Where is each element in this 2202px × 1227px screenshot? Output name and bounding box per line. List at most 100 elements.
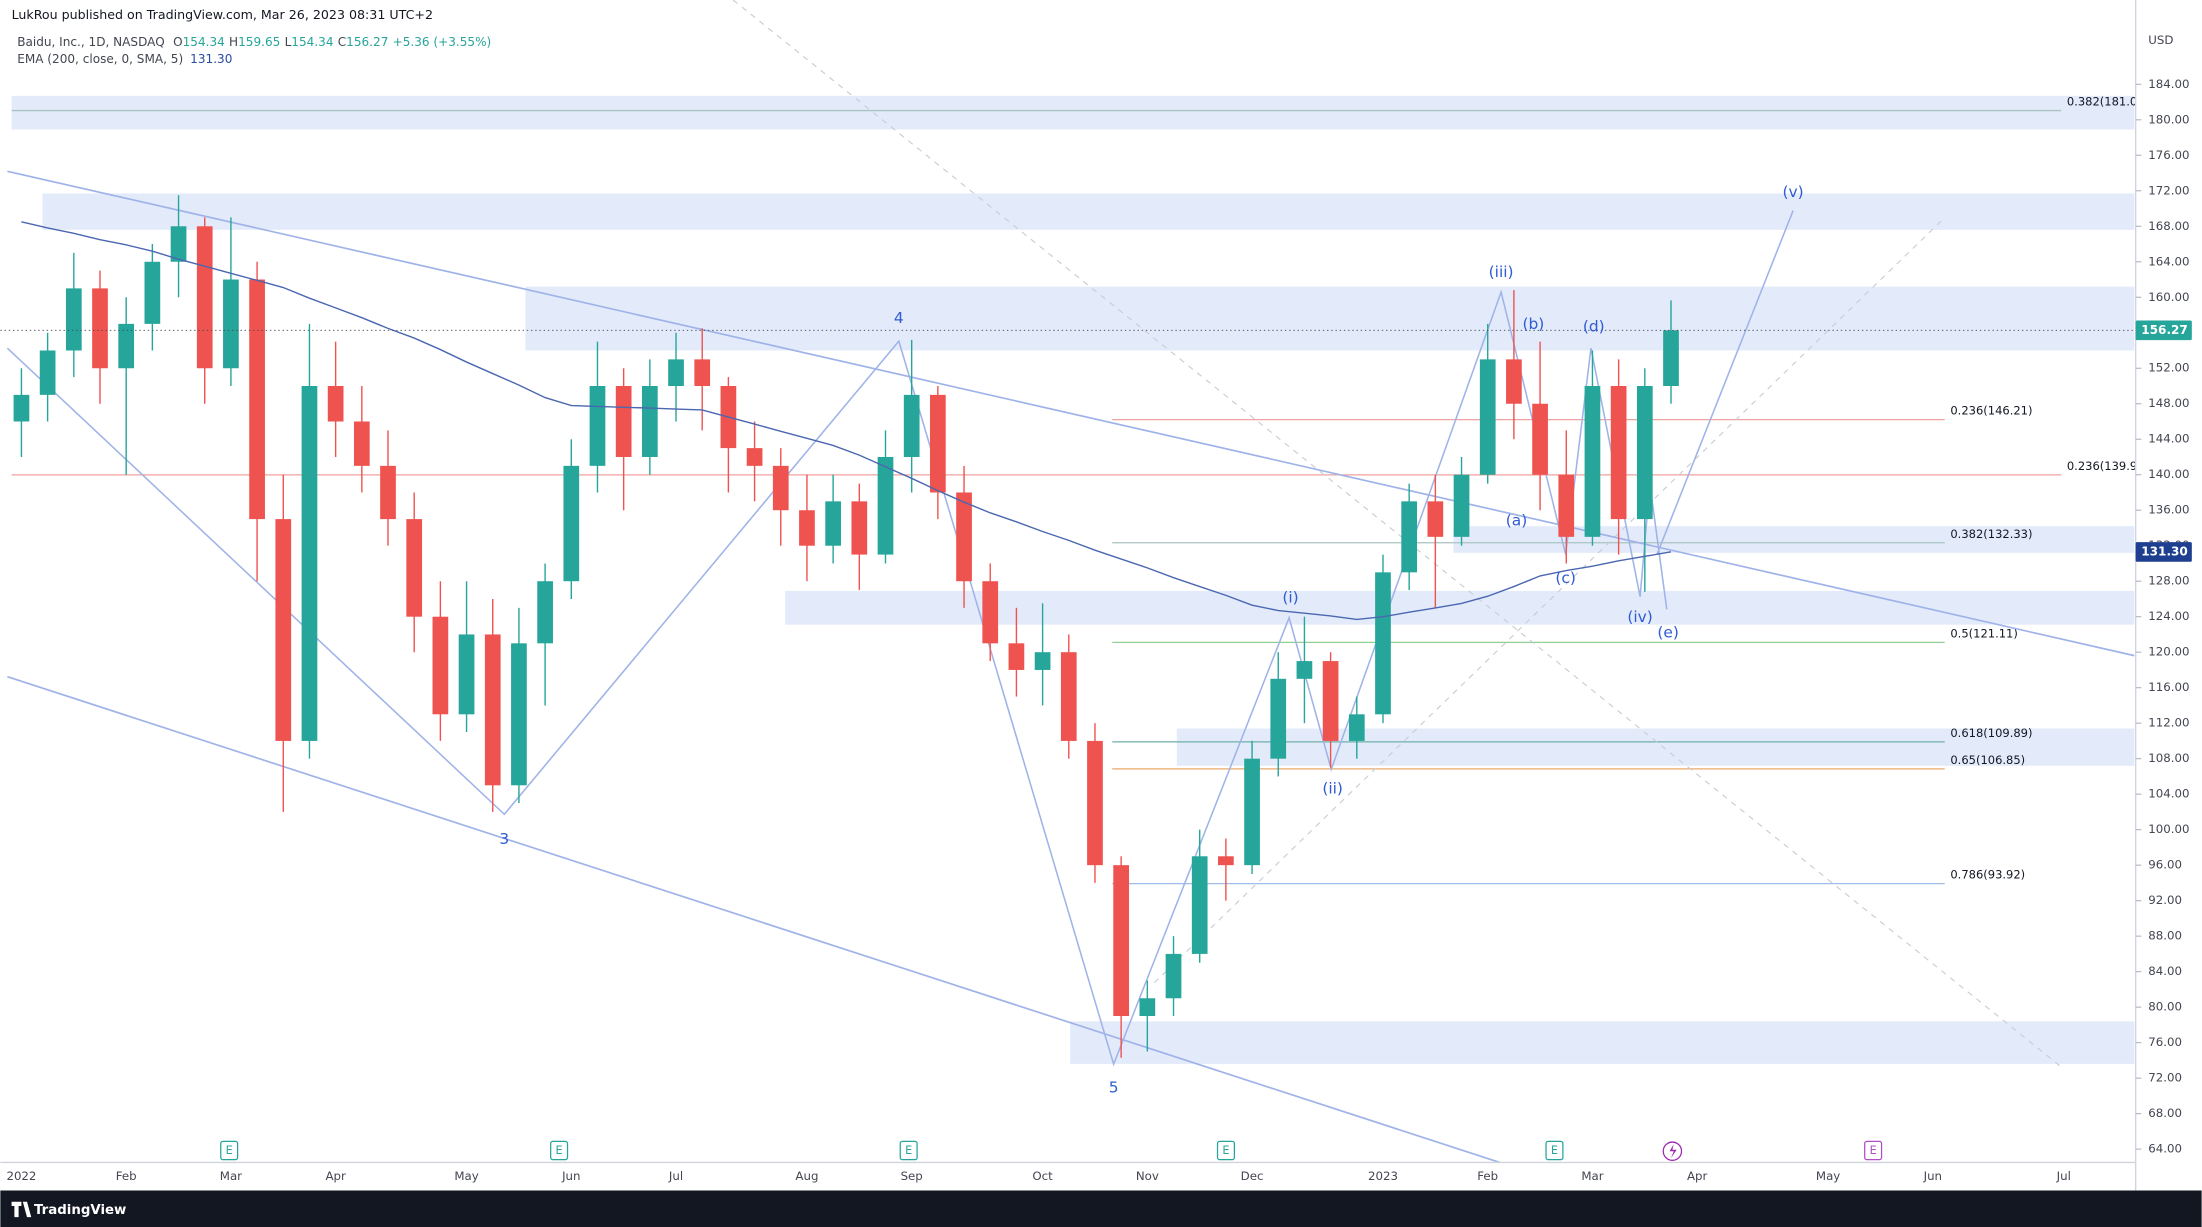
candle-body <box>1322 661 1339 741</box>
candle-body <box>353 421 370 466</box>
earnings-icon <box>899 1140 918 1161</box>
legend-ohlc: Baidu, Inc., 1D, NASDAQ O154.34 H159.65 L15… <box>17 35 491 49</box>
candle-body <box>537 581 553 644</box>
fib-label: 0.5(121.11) <box>1950 626 2018 640</box>
candle-body <box>1244 758 1260 866</box>
candle-body <box>1532 403 1548 475</box>
y-tick-label: 92.00 <box>2148 893 2182 907</box>
zone <box>785 590 2135 625</box>
wave-label: (c) <box>1555 569 1576 587</box>
candle-body <box>1165 953 1182 999</box>
legend-ema: EMA (200, close, 0, SMA, 5) 131.30 <box>17 51 232 65</box>
candle-body <box>903 394 920 457</box>
y-tick-label: 128.00 <box>2148 574 2189 588</box>
earnings-letter: E <box>1870 1144 1877 1157</box>
x-tick-label: Apr <box>1687 1169 1708 1183</box>
footer <box>0 1190 2202 1227</box>
candle-body <box>1610 385 1627 520</box>
candle-body <box>118 323 135 369</box>
y-tick-label: 172.00 <box>2148 183 2189 197</box>
wave-label: (d) <box>1583 318 1605 336</box>
wave-label: (v) <box>1783 183 1804 201</box>
ohlc-value: 156.27 <box>346 35 388 49</box>
price-badge <box>2135 320 2192 341</box>
drawings <box>6 0 2135 1164</box>
candle-body <box>563 465 580 582</box>
candle-body <box>511 643 527 786</box>
x-tick-label: Sep <box>901 1169 923 1183</box>
y-tick-label: 164.00 <box>2148 254 2189 268</box>
y-tick-label: 168.00 <box>2148 219 2189 233</box>
candle-body <box>484 634 501 786</box>
candle-body <box>825 501 841 546</box>
candle-body <box>1558 474 1575 537</box>
fib-label: 0.382(132.33) <box>1950 527 2032 541</box>
y-tick-label: 108.00 <box>2148 751 2189 765</box>
price-badge-label: 156.27 <box>2141 323 2188 337</box>
candle-body <box>1636 385 1653 520</box>
y-tick-label: 184.00 <box>2148 77 2189 91</box>
earnings-icon <box>1545 1140 1564 1161</box>
candle-body <box>877 456 894 555</box>
y-tick-label: 104.00 <box>2148 787 2189 801</box>
wave-label: (a) <box>1506 511 1528 529</box>
axes: 64.00 68.00 72.00 76.00 80.00 84.00 88.00 92.00… <box>6 77 2192 1183</box>
candle-body <box>1663 330 1679 386</box>
candle-body <box>1584 385 1601 537</box>
x-tick-label: 2022 <box>6 1169 36 1183</box>
ema-line <box>21 221 1672 621</box>
y-tick-label: 72.00 <box>2148 1071 2182 1085</box>
fib-levels: 0.382(181.04) 0.236(139.98) 0.236(146.21) 0… <box>11 95 2149 885</box>
candle-body <box>1296 661 1313 679</box>
candle-body <box>1060 652 1077 741</box>
y-tick-label: 120.00 <box>2148 645 2189 659</box>
x-tick-label: Oct <box>1032 1169 1053 1183</box>
logo <box>11 1201 32 1218</box>
wave-label: 3 <box>499 830 509 848</box>
candle-body <box>1034 652 1051 670</box>
candle-body <box>1191 856 1208 954</box>
y-tick-label: 100.00 <box>2148 822 2189 836</box>
y-tick-label: 112.00 <box>2148 716 2189 730</box>
zone <box>42 193 2135 230</box>
x-tick-label: Jul <box>668 1169 683 1183</box>
overlay <box>0 221 2136 621</box>
x-tick-label: Nov <box>1136 1169 1159 1183</box>
candle-body <box>772 465 789 511</box>
candle-body <box>1506 359 1522 404</box>
candle-body <box>458 634 475 715</box>
ema-name: EMA (200, close, 0, SMA, 5) <box>17 51 183 65</box>
candle-body <box>144 261 161 324</box>
candle-body <box>301 385 318 741</box>
candle-body <box>1087 740 1103 866</box>
candle-body <box>65 288 82 351</box>
fib-label: 0.382(181.04) <box>2067 95 2149 109</box>
candle-body <box>641 385 658 457</box>
ema-badge-label: 131.30 <box>2141 544 2188 558</box>
wave-label: (e) <box>1657 624 1679 642</box>
fib-label: 0.65(106.85) <box>1950 753 2025 767</box>
ohlc-key: H <box>229 35 238 49</box>
trend-line <box>7 170 2135 657</box>
ohlc-value: 159.65 <box>238 35 280 49</box>
ohlc-key: C <box>338 35 346 49</box>
candle-body <box>956 492 972 582</box>
y-tick-label: 160.00 <box>2148 290 2189 304</box>
ohlc-key: O <box>173 35 182 49</box>
fib-label: 0.236(146.21) <box>1950 404 2032 418</box>
x-tick-label: Feb <box>1477 1169 1498 1183</box>
y-tick-label: 80.00 <box>2148 1000 2182 1014</box>
y-tick-label: 140.00 <box>2148 467 2189 481</box>
annotations: 3 4 5 (i) (ii) (iii) (iv) (v) (a) (b) (c) (d) (e) <box>499 183 1803 1097</box>
y-tick-label: 148.00 <box>2148 396 2189 410</box>
y-tick-label: 116.00 <box>2148 680 2189 694</box>
candle-body <box>668 359 684 386</box>
x-tick-label: May <box>1816 1169 1840 1183</box>
x-tick-label: Jul <box>2056 1169 2071 1183</box>
candle-body <box>223 279 239 369</box>
candle-body <box>39 350 56 395</box>
x-tick-label: Jun <box>1923 1169 1942 1183</box>
x-tick-label: Apr <box>325 1169 346 1183</box>
x-tick-label: Feb <box>116 1169 137 1183</box>
